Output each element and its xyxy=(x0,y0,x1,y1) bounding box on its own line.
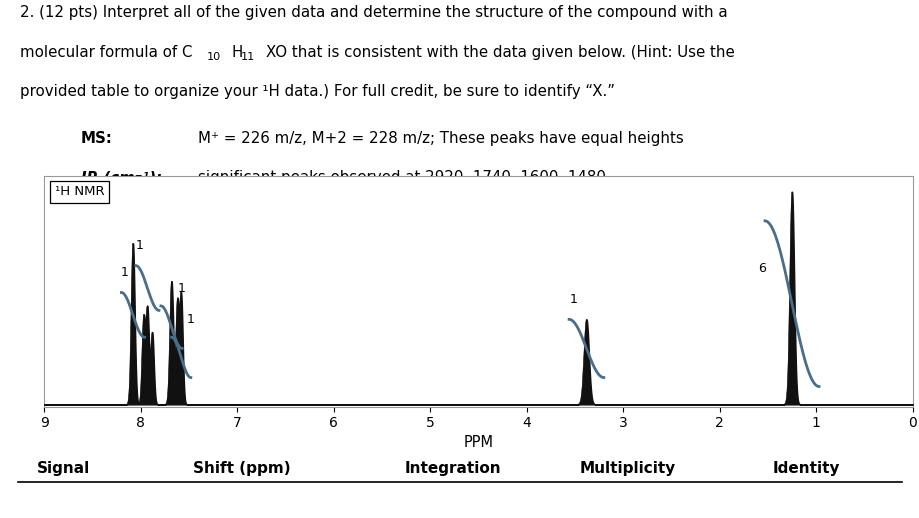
Text: Shift (ppm): Shift (ppm) xyxy=(193,462,290,477)
Text: 11: 11 xyxy=(241,52,255,62)
Text: XO that is consistent with the data given below. (Hint: Use the: XO that is consistent with the data give… xyxy=(266,45,734,60)
Text: 1: 1 xyxy=(187,313,195,326)
Text: M⁺ = 226 m/z, M+2 = 228 m/z; These peaks have equal heights: M⁺ = 226 m/z, M+2 = 228 m/z; These peaks… xyxy=(198,131,683,146)
Text: 6: 6 xyxy=(757,262,766,275)
Text: Signal: Signal xyxy=(37,462,90,477)
Text: IR (cm⁻¹):: IR (cm⁻¹): xyxy=(81,170,162,185)
Text: Integration: Integration xyxy=(404,462,501,477)
Text: Multiplicity: Multiplicity xyxy=(579,462,675,477)
Text: provided table to organize your ¹H data.) For full credit, be sure to identify “: provided table to organize your ¹H data.… xyxy=(20,84,615,99)
Text: 2. (12 pts) Interpret all of the given data and determine the structure of the c: 2. (12 pts) Interpret all of the given d… xyxy=(20,5,727,20)
Text: 1: 1 xyxy=(570,293,577,306)
Text: ¹H NMR: ¹H NMR xyxy=(54,185,104,198)
Text: 1: 1 xyxy=(177,282,185,295)
Text: Identity: Identity xyxy=(772,462,839,477)
Text: H: H xyxy=(232,45,243,60)
Text: molecular formula of C: molecular formula of C xyxy=(20,45,193,60)
Text: 1: 1 xyxy=(136,239,143,252)
Text: 1: 1 xyxy=(120,266,128,279)
X-axis label: PPM: PPM xyxy=(463,435,493,450)
Text: 10: 10 xyxy=(207,52,221,62)
Text: MS:: MS: xyxy=(81,131,113,146)
Text: significant peaks observed at 2920, 1740, 1600, 1480: significant peaks observed at 2920, 1740… xyxy=(198,170,605,185)
